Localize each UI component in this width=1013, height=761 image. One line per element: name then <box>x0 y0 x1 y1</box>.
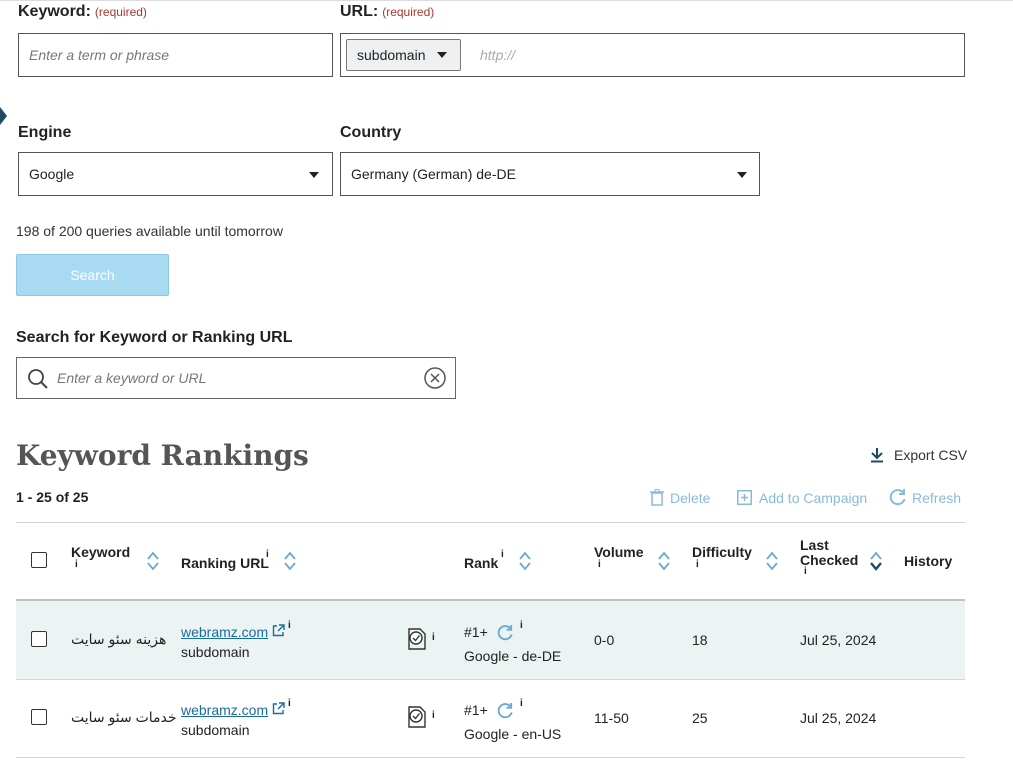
info-icon[interactable]: i <box>520 620 523 631</box>
row-checkbox[interactable] <box>31 631 47 647</box>
rankings-title: Keyword Rankings <box>16 439 309 472</box>
row-rank-engine: Google - en-US <box>464 726 562 742</box>
filter-placeholder: Enter a keyword or URL <box>57 370 207 386</box>
top-divider <box>0 0 1013 1</box>
url-label: URL: (required) <box>340 3 435 20</box>
info-icon[interactable]: i <box>804 566 807 577</box>
col-volume-label: Volume <box>594 544 644 560</box>
external-link-icon[interactable] <box>272 702 285 715</box>
col-ranking-url-label: Ranking URL <box>181 555 269 571</box>
keyword-label: Keyword: (required) <box>18 3 147 20</box>
row-rank-engine: Google - de-DE <box>464 648 562 664</box>
engine-select[interactable]: Google <box>18 152 333 196</box>
row-last-checked: Jul 25, 2024 <box>800 632 877 648</box>
col-last-checked-line1: Last <box>800 537 829 553</box>
row-last-checked: Jul 25, 2024 <box>800 710 877 726</box>
filter-label: Search for Keyword or Ranking URL <box>16 329 293 346</box>
row-rank: #1+ <box>464 624 488 640</box>
export-csv-label: Export CSV <box>894 447 968 463</box>
table-top-divider <box>16 522 965 523</box>
chevron-down-icon <box>309 172 319 178</box>
refresh-label: Refresh <box>912 490 962 506</box>
row-keyword: خدمات سئو سایت <box>71 709 177 725</box>
table-row <box>16 601 965 679</box>
col-last-checked-line2: Checked <box>800 552 859 568</box>
refresh-icon[interactable] <box>497 624 514 641</box>
chevron-down-icon <box>737 172 747 178</box>
country-label: Country <box>340 124 402 141</box>
caret-left-icon[interactable] <box>0 107 7 125</box>
keyword-placeholder: Enter a term or phrase <box>29 47 170 63</box>
url-required: (required) <box>382 5 435 19</box>
plus-square-icon <box>737 490 752 505</box>
sort-icon[interactable] <box>870 551 882 571</box>
row-divider <box>16 679 965 680</box>
info-icon[interactable]: i <box>432 710 435 721</box>
row-difficulty: 18 <box>692 632 708 648</box>
url-scope-value: subdomain <box>357 47 426 63</box>
download-icon <box>871 448 883 463</box>
country-select[interactable]: Germany (German) de-DE <box>340 152 760 196</box>
country-value: Germany (German) de-DE <box>351 166 516 182</box>
url-input[interactable]: http:// <box>480 47 516 63</box>
table-header-divider <box>16 599 965 601</box>
search-icon <box>28 369 48 389</box>
delete-label: Delete <box>670 490 711 506</box>
trash-icon <box>650 489 664 506</box>
add-to-campaign-label: Add to Campaign <box>759 490 868 506</box>
row-volume: 11-50 <box>594 710 629 726</box>
row-url-link[interactable]: webramz.com <box>181 702 269 718</box>
sort-icon[interactable] <box>519 551 531 571</box>
info-icon[interactable]: i <box>266 549 269 560</box>
chevron-down-icon <box>437 52 447 58</box>
info-icon[interactable]: i <box>288 698 291 709</box>
url-scope-select[interactable]: subdomain <box>346 39 461 71</box>
info-icon[interactable]: i <box>520 698 523 709</box>
table-header: Keyword i Ranking URL i Rank i Volume i … <box>16 523 965 599</box>
info-icon[interactable]: i <box>432 632 435 643</box>
col-keyword-label: Keyword <box>71 544 131 560</box>
external-link-icon[interactable] <box>272 624 285 637</box>
row-rank: #1+ <box>464 702 488 718</box>
info-icon[interactable]: i <box>75 559 78 570</box>
row-volume: 0-0 <box>594 632 615 648</box>
refresh-icon <box>889 489 906 506</box>
select-all-checkbox[interactable] <box>31 552 47 568</box>
row-url-link[interactable]: webramz.com <box>181 624 269 640</box>
page-check-icon[interactable] <box>406 705 428 729</box>
search-button[interactable]: Search <box>16 254 169 296</box>
engine-value: Google <box>29 166 75 182</box>
row-divider <box>16 757 965 758</box>
keyword-input[interactable]: Enter a term or phrase <box>18 33 333 77</box>
row-keyword: هزینه سئو سایت <box>71 631 167 647</box>
refresh-icon[interactable] <box>497 702 514 719</box>
keyword-required: (required) <box>94 5 147 19</box>
row-difficulty: 25 <box>692 710 708 726</box>
row-url-scope: subdomain <box>181 644 250 660</box>
info-icon[interactable]: i <box>501 549 504 560</box>
col-history: History <box>904 553 953 569</box>
info-icon[interactable]: i <box>696 559 699 570</box>
results-count: 1 - 25 of 25 <box>16 489 89 505</box>
filter-input[interactable]: Enter a keyword or URL <box>16 357 456 399</box>
page-check-icon[interactable] <box>406 627 428 651</box>
sort-icon[interactable] <box>766 551 778 571</box>
info-icon[interactable]: i <box>288 620 291 631</box>
col-difficulty-label: Difficulty <box>692 544 752 560</box>
row-url-scope: subdomain <box>181 722 250 738</box>
queries-remaining: 198 of 200 queries available until tomor… <box>16 223 283 239</box>
sort-icon[interactable] <box>147 551 159 571</box>
table-row-1: هزینه سئو سایت webramz.com i subdomain i… <box>16 601 965 679</box>
info-icon[interactable]: i <box>598 559 601 570</box>
clear-icon[interactable] <box>423 366 447 390</box>
row-checkbox[interactable] <box>31 709 47 725</box>
sort-icon[interactable] <box>284 551 296 571</box>
table-row-2: خدمات سئو سایت webramz.com i subdomain i… <box>16 680 965 758</box>
engine-label: Engine <box>18 124 72 141</box>
sort-icon[interactable] <box>658 551 670 571</box>
col-rank-label: Rank <box>464 555 499 571</box>
